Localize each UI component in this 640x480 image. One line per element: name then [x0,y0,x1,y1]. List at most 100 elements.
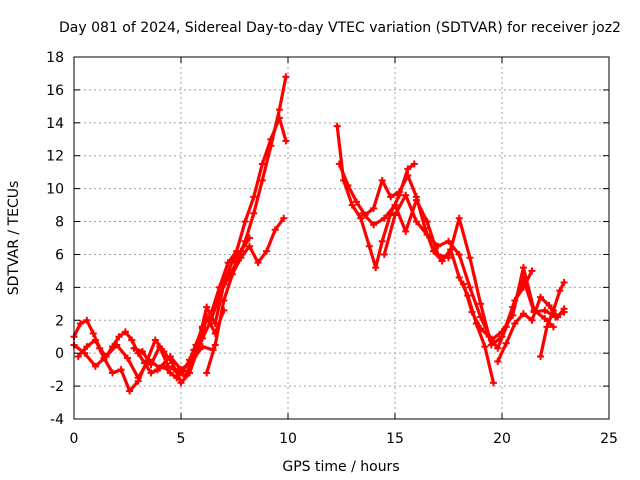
data-point [554,313,562,321]
data-point [477,300,485,308]
data-point [370,221,378,229]
data-point [423,218,431,226]
chart-title: Day 081 of 2024, Sidereal Day-to-day VTE… [59,20,621,36]
data-point [275,114,283,122]
x-tick-label: 5 [177,431,186,447]
series-line-sat-4 [132,75,288,378]
data-point [545,301,553,309]
data-point [91,362,99,370]
data-point [211,320,219,328]
data-point [466,254,474,262]
data-point [372,264,380,272]
data-point [395,188,403,196]
data-point [254,259,262,267]
x-tick-label: 15 [386,431,404,447]
data-point [102,352,110,360]
data-point [282,137,290,145]
y-tick-label: 6 [55,247,64,263]
data-point [365,242,373,250]
x-tick-label: 20 [493,431,511,447]
data-point [359,209,367,217]
data-point [543,323,551,331]
y-tick-label: -4 [50,412,64,428]
data-point [258,176,266,184]
data-point [511,320,519,328]
data-point [344,181,352,189]
data-point [537,352,545,360]
y-tick-label: 10 [46,182,64,198]
data-point [560,278,568,286]
data-point [402,227,410,235]
data-point [138,348,146,356]
data-point [348,201,356,209]
data-point [434,242,442,250]
y-tick-label: -2 [50,379,64,395]
data-point [468,308,476,316]
data-point [412,218,420,226]
data-point [228,257,236,265]
data-point [121,328,129,336]
data-point [455,250,463,258]
data-point [245,242,253,250]
data-point [271,226,279,234]
data-point [549,323,557,331]
data-point [528,316,536,324]
data-point [481,343,489,351]
data-point [250,209,258,217]
x-tick-label: 25 [600,431,618,447]
axis-ticks: -4 -2 0 2 4 6 8 10 12 14 16 18 0 5 10 15 20 25 [46,50,618,447]
data-point [280,214,288,222]
y-tick-label: 8 [55,215,64,231]
data-point [211,341,219,349]
data-point [404,165,412,173]
data-point [245,234,253,242]
data-point [502,339,510,347]
data-point [151,336,159,344]
plot-frame [73,56,610,420]
y-tick-label: 4 [55,280,64,296]
data-point [541,315,549,323]
data-point [282,73,290,81]
data-point [258,160,266,168]
data-point [489,379,497,387]
data-point [147,361,155,369]
y-tick-label: 14 [46,116,64,132]
data-point [124,354,131,362]
data-point [519,283,527,291]
data-point [76,320,84,328]
data-point [166,369,174,377]
data-point [404,171,412,179]
data-point [275,106,283,114]
data-point [134,374,142,382]
data-point [228,270,236,278]
data-point [412,196,420,204]
data-point [455,214,463,222]
data-point [117,366,125,374]
data-point [380,214,388,222]
data-point [267,135,275,143]
data-point [560,305,568,313]
data-point [181,372,189,380]
data-point [494,344,502,352]
data-point [434,250,442,258]
data-point [333,122,341,130]
data-series [70,73,568,395]
data-point [455,273,463,281]
data-point [83,343,91,351]
data-point [203,369,211,377]
y-tick-label: 12 [46,149,64,165]
data-point [74,352,82,360]
data-point [113,341,121,349]
y-tick-label: 0 [55,346,64,362]
data-point [519,264,527,272]
data-point [511,297,519,305]
data-point [194,339,202,347]
data-point [370,204,378,212]
data-point [166,352,174,360]
y-tick-label: 18 [46,50,64,66]
data-point [237,247,245,255]
data-point [250,193,258,201]
data-point [164,362,172,370]
data-point [391,211,399,219]
data-point [380,250,388,258]
